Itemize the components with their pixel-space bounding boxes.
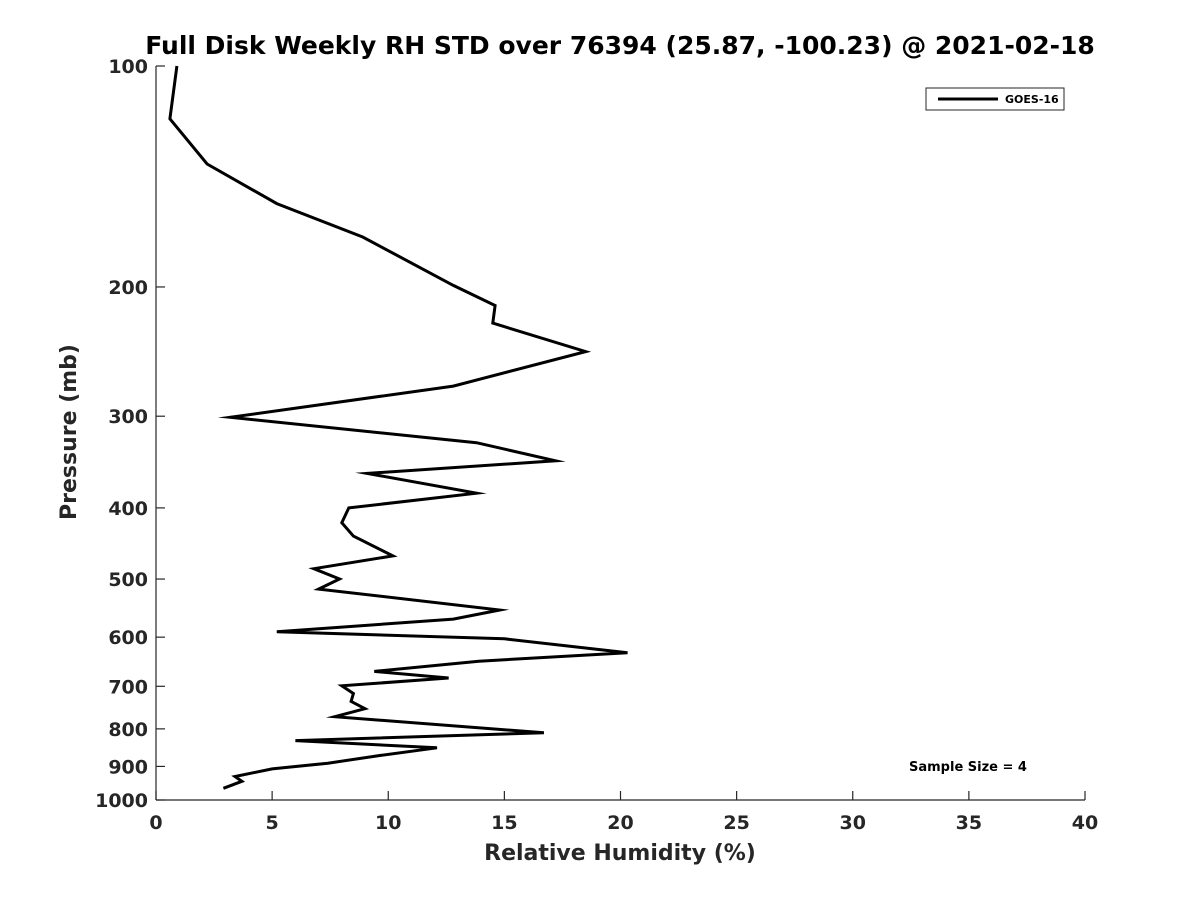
sample-size-annotation: Sample Size = 4: [909, 760, 1027, 775]
x-tick-label: 15: [491, 812, 517, 834]
x-axis: 0 5 10 15 20 25 30 35 40: [149, 791, 1098, 834]
y-tick-label: 900: [108, 756, 148, 778]
x-tick-label: 20: [607, 812, 633, 834]
x-tick-label: 5: [266, 812, 279, 834]
y-tick-label: 400: [108, 498, 148, 520]
legend-label: GOES-16: [1005, 93, 1059, 106]
y-tick-label: 800: [108, 719, 148, 741]
y-tick-label: 200: [108, 277, 148, 299]
chart-title: Full Disk Weekly RH STD over 76394 (25.8…: [145, 31, 1095, 60]
series-layer: [168, 65, 628, 790]
y-tick-label: 300: [108, 406, 148, 428]
x-tick-label: 10: [375, 812, 401, 834]
plot-frame: [155, 66, 1085, 801]
x-tick-label: 40: [1072, 812, 1098, 834]
y-tick-label: 700: [108, 676, 148, 698]
x-tick-label: 35: [956, 812, 982, 834]
y-tick-label: 600: [108, 627, 148, 649]
y-axis-label: Pressure (mb): [57, 344, 82, 520]
y-tick-label: 100: [108, 56, 148, 78]
x-tick-label: 25: [723, 812, 749, 834]
y-tick-label: 500: [108, 569, 148, 591]
y-axis: 100 200 300 400 500 600 700 800 900 1000: [95, 56, 165, 812]
legend: GOES-16: [925, 87, 1065, 111]
x-axis-label: Relative Humidity (%): [484, 841, 756, 866]
x-tick-label: 30: [840, 812, 866, 834]
y-tick-label: 1000: [95, 790, 148, 812]
series-line-goes-16: [168, 65, 628, 790]
x-tick-label: 0: [149, 812, 162, 834]
